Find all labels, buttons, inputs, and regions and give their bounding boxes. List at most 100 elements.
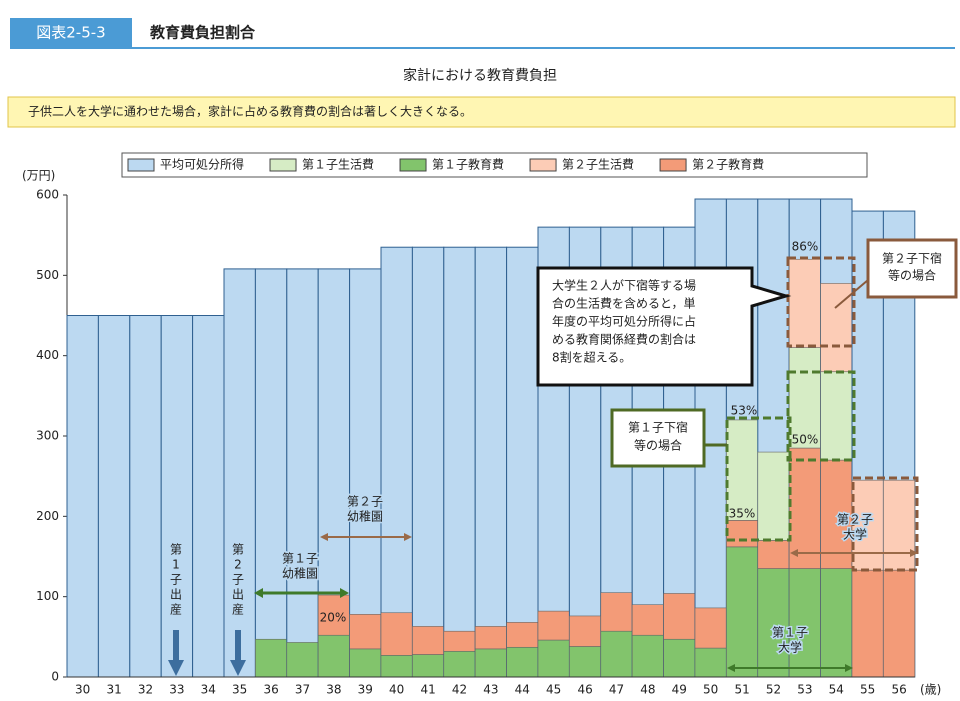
bar-segment <box>820 371 853 461</box>
bar-segment <box>663 593 696 640</box>
x-unit: (歳) <box>920 683 941 697</box>
annotation: 産 <box>232 602 244 617</box>
y-tick-label: 300 <box>36 429 59 443</box>
bar-segment <box>757 451 790 541</box>
bar-segment <box>506 646 539 678</box>
annotation: 20% <box>320 611 347 625</box>
bar-segment <box>380 655 413 678</box>
overlays: 第２子下宿等の場合大学生２人が下宿等する場合の生活費を含めると，単年度の平均可処… <box>168 238 958 676</box>
y-tick-label: 0 <box>51 670 59 684</box>
x-tick-label: 34 <box>201 683 216 697</box>
bar <box>192 315 225 678</box>
annotation: 第１子下宿 <box>628 420 688 435</box>
dashed-box <box>786 256 856 348</box>
dashed-box <box>725 416 792 542</box>
annotation: 1 <box>172 558 180 572</box>
x-tick-label: 36 <box>263 683 278 697</box>
legend-label: 第２子生活費 <box>562 157 634 172</box>
legend-swatch <box>127 158 155 172</box>
annotation: 第１子 <box>282 552 318 566</box>
bar-segment <box>788 447 821 569</box>
bar <box>411 246 445 678</box>
bar-segment <box>474 626 507 650</box>
legend-label: 第１子教育費 <box>432 157 504 172</box>
bar <box>223 268 256 678</box>
annotation: 大学 <box>778 640 802 655</box>
bar <box>129 315 162 678</box>
annotation: 第２子 <box>347 495 383 509</box>
legend-label: 第１子生活費 <box>302 157 374 172</box>
bar-segment <box>569 646 602 678</box>
bar-segment <box>349 648 382 678</box>
legend-swatch <box>269 158 297 172</box>
bar-segment <box>317 634 350 678</box>
bar <box>254 268 288 678</box>
x-tick-label: 31 <box>106 683 121 697</box>
bar-segment <box>631 604 664 636</box>
x-tick-label: 51 <box>734 683 749 697</box>
callout-box <box>866 238 958 299</box>
subtitle-box <box>7 96 956 128</box>
bar-segment <box>443 630 476 652</box>
annotation: 幼稚園 <box>282 567 318 581</box>
figure-label: 図表2-5-3 <box>36 24 105 42</box>
bar-segment <box>317 594 350 636</box>
bar <box>160 315 194 678</box>
callout-box <box>610 408 706 468</box>
x-tick-label: 47 <box>609 683 624 697</box>
bar-segment <box>569 615 602 647</box>
annotation: 8割を超える。 <box>552 350 631 365</box>
x-tick-label: 40 <box>389 683 404 697</box>
x-tick-label: 32 <box>138 683 153 697</box>
bar-segment <box>537 639 570 678</box>
x-tick-label: 43 <box>483 683 498 697</box>
annotation: 合の生活費を含めると，単 <box>552 296 696 311</box>
x-tick-label: 30 <box>75 683 90 697</box>
x-tick-label: 42 <box>452 683 467 697</box>
bar-segment <box>788 568 821 678</box>
y-tick-label: 500 <box>36 268 59 282</box>
label-box <box>10 18 132 48</box>
annotation: 大学 <box>843 527 867 542</box>
bar-segment <box>757 568 790 678</box>
bar-segment <box>851 569 884 678</box>
bar-segment <box>600 592 633 632</box>
bar-segment <box>694 607 727 649</box>
x-tick-label: 48 <box>640 683 655 697</box>
x-tick-label: 35 <box>232 683 247 697</box>
bar <box>474 246 508 678</box>
annotation: める教育関係経費の割合は <box>552 332 696 347</box>
x-tick-label: 49 <box>672 683 687 697</box>
bar-segment <box>443 650 476 678</box>
annotation: 86% <box>792 240 819 254</box>
annotation: 年度の平均可処分所得に占 <box>552 314 696 329</box>
annotation: 第２子 <box>837 513 873 527</box>
annotation: 産 <box>170 602 182 617</box>
annotation: 出 <box>170 588 182 602</box>
bar-segment <box>726 546 759 678</box>
callout-box <box>536 266 792 387</box>
annotation: 出 <box>232 588 244 602</box>
x-tick-label: 50 <box>703 683 718 697</box>
legend-label: 平均可処分所得 <box>160 157 244 172</box>
annotation: 幼稚園 <box>347 510 383 524</box>
bar-segment <box>537 610 570 641</box>
y-tick-label: 400 <box>36 348 59 362</box>
dashed-box <box>786 370 856 462</box>
callout-line <box>834 279 869 309</box>
x-tick-label: 33 <box>169 683 184 697</box>
annotation: 2 <box>234 558 242 572</box>
legend-label: 第２子教育費 <box>692 157 764 172</box>
subtitle: 子供二人を大学に通わせた場合，家計に占める教育費の割合は著しく大きくなる。 <box>28 104 472 119</box>
bar-segment <box>412 626 445 655</box>
x-tick-label: 37 <box>295 683 310 697</box>
annotation: 等の場合 <box>888 268 936 283</box>
legend-swatch <box>399 158 427 172</box>
x-tick-label: 53 <box>797 683 812 697</box>
bar-segment <box>883 569 916 678</box>
y-unit: (万円) <box>22 169 55 183</box>
bar-segment <box>820 568 853 678</box>
bar <box>97 315 131 678</box>
annotation: 第 <box>170 543 182 557</box>
